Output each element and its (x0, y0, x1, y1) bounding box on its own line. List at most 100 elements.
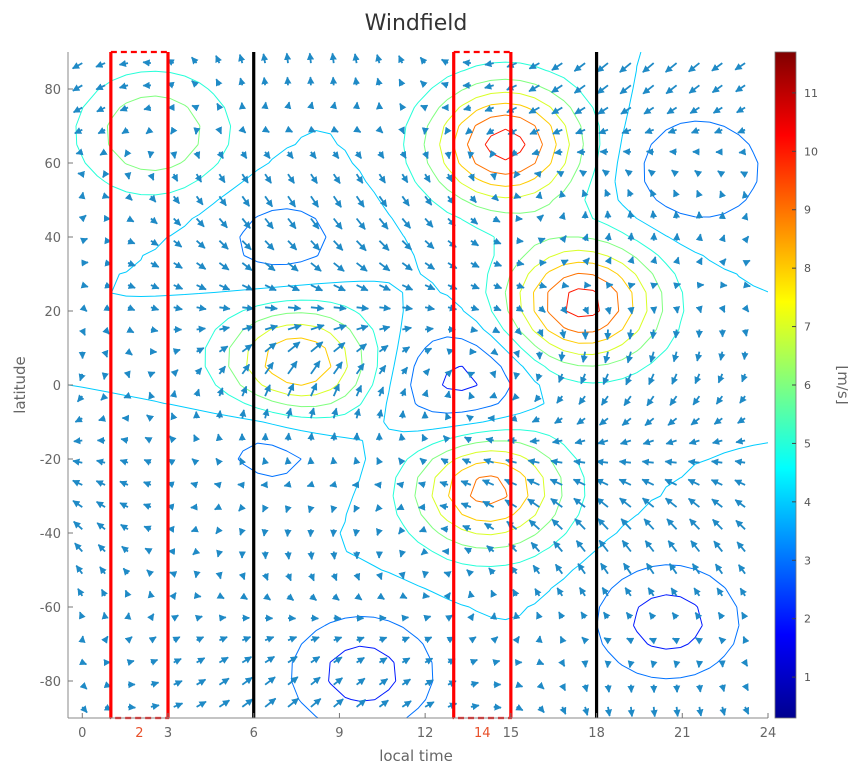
wind-arrow (333, 342, 346, 353)
wind-arrow (559, 329, 567, 339)
wind-arrow (376, 409, 384, 419)
wind-arrow (80, 705, 88, 714)
wind-arrow (398, 78, 406, 87)
wind-arrow (101, 349, 109, 358)
wind-arrow (673, 232, 681, 241)
wind-arrow (190, 481, 199, 489)
wind-arrow (241, 195, 251, 207)
wind-arrow (284, 505, 292, 514)
wind-arrow (716, 587, 724, 597)
wind-arrow (467, 151, 475, 160)
wind-arrow (332, 195, 342, 208)
wind-arrow (119, 458, 129, 466)
wind-arrow (536, 611, 543, 620)
wind-arrow (558, 611, 566, 620)
wind-arrow (310, 636, 320, 643)
wind-arrow (512, 588, 520, 597)
wind-arrow (718, 351, 726, 361)
wind-arrow (467, 173, 475, 182)
wind-arrow (354, 151, 363, 159)
wind-arrow (285, 407, 293, 419)
wind-arrow (489, 391, 498, 399)
wind-arrow (670, 587, 678, 597)
wind-arrow (604, 329, 612, 341)
wind-arrow (261, 76, 269, 86)
wind-arrow (672, 351, 680, 363)
colorbar-label: [m/s] (834, 365, 848, 404)
wind-arrow (287, 173, 295, 184)
wind-arrow (470, 239, 480, 247)
wind-arrow (218, 699, 231, 708)
wind-arrow (443, 592, 451, 601)
wind-arrow (687, 478, 700, 486)
wind-arrow (377, 150, 385, 159)
wind-arrow (79, 681, 88, 690)
wind-arrow (401, 614, 410, 622)
wind-arrow (528, 62, 540, 70)
wind-arrow (307, 529, 315, 538)
wind-arrow (333, 698, 344, 708)
wind-arrow (73, 520, 83, 530)
wind-arrow (99, 566, 107, 575)
colorbar-tick-label: 11 (804, 87, 818, 100)
wind-arrow (537, 305, 546, 313)
wind-arrow (511, 392, 520, 401)
wind-arrow (127, 237, 136, 245)
wind-arrow (470, 703, 480, 711)
wind-arrow (173, 702, 184, 710)
wind-arrow (261, 101, 269, 110)
wind-arrow (738, 148, 747, 156)
wind-arrow (169, 571, 178, 578)
wind-arrow (604, 660, 612, 669)
wind-arrow (332, 361, 343, 375)
wind-arrow (672, 329, 680, 339)
wind-arrow (418, 481, 426, 489)
wind-arrow (604, 210, 612, 219)
wind-arrow (123, 370, 131, 379)
wind-arrow (74, 542, 83, 553)
wind-arrow (284, 551, 292, 560)
wind-arrow (465, 127, 474, 135)
wind-arrow (644, 540, 655, 553)
wind-arrow (239, 527, 246, 536)
wind-arrow (492, 659, 501, 667)
wind-arrow (96, 458, 106, 466)
wind-arrow (261, 504, 269, 513)
wind-arrow (310, 217, 320, 230)
wind-arrow (378, 364, 387, 375)
wind-arrow (378, 262, 391, 272)
wind-arrow (490, 347, 499, 356)
wind-arrow (493, 260, 503, 267)
wind-arrow (218, 240, 229, 250)
wind-arrow (515, 704, 524, 712)
wind-arrow (481, 479, 495, 487)
wind-arrow (527, 458, 540, 466)
wind-arrow (668, 563, 678, 575)
wind-arrow (695, 257, 703, 266)
wind-arrow (493, 304, 502, 312)
wind-arrow (150, 304, 160, 312)
wind-arrow (650, 256, 658, 265)
contour-level-8 (264, 102, 634, 522)
wind-arrow (460, 502, 472, 510)
wind-arrow (489, 149, 497, 158)
wind-arrow (193, 151, 201, 160)
wind-arrow (310, 195, 320, 208)
wind-arrow (150, 282, 160, 290)
wind-arrow (671, 373, 679, 385)
wind-arrow (718, 304, 726, 313)
wind-arrow (121, 545, 130, 554)
wind-arrow (81, 259, 89, 267)
wind-arrow (378, 173, 386, 184)
wind-arrow (143, 525, 152, 533)
wind-arrow (218, 345, 229, 353)
wind-arrow (489, 612, 498, 620)
wind-arrow (440, 457, 449, 466)
wind-arrow (74, 415, 83, 423)
wind-arrow (529, 437, 540, 445)
wind-arrow (78, 214, 87, 223)
wind-arrow (470, 217, 479, 225)
wind-arrow (190, 525, 199, 533)
wind-arrow (378, 344, 389, 353)
wind-arrow (604, 684, 612, 693)
